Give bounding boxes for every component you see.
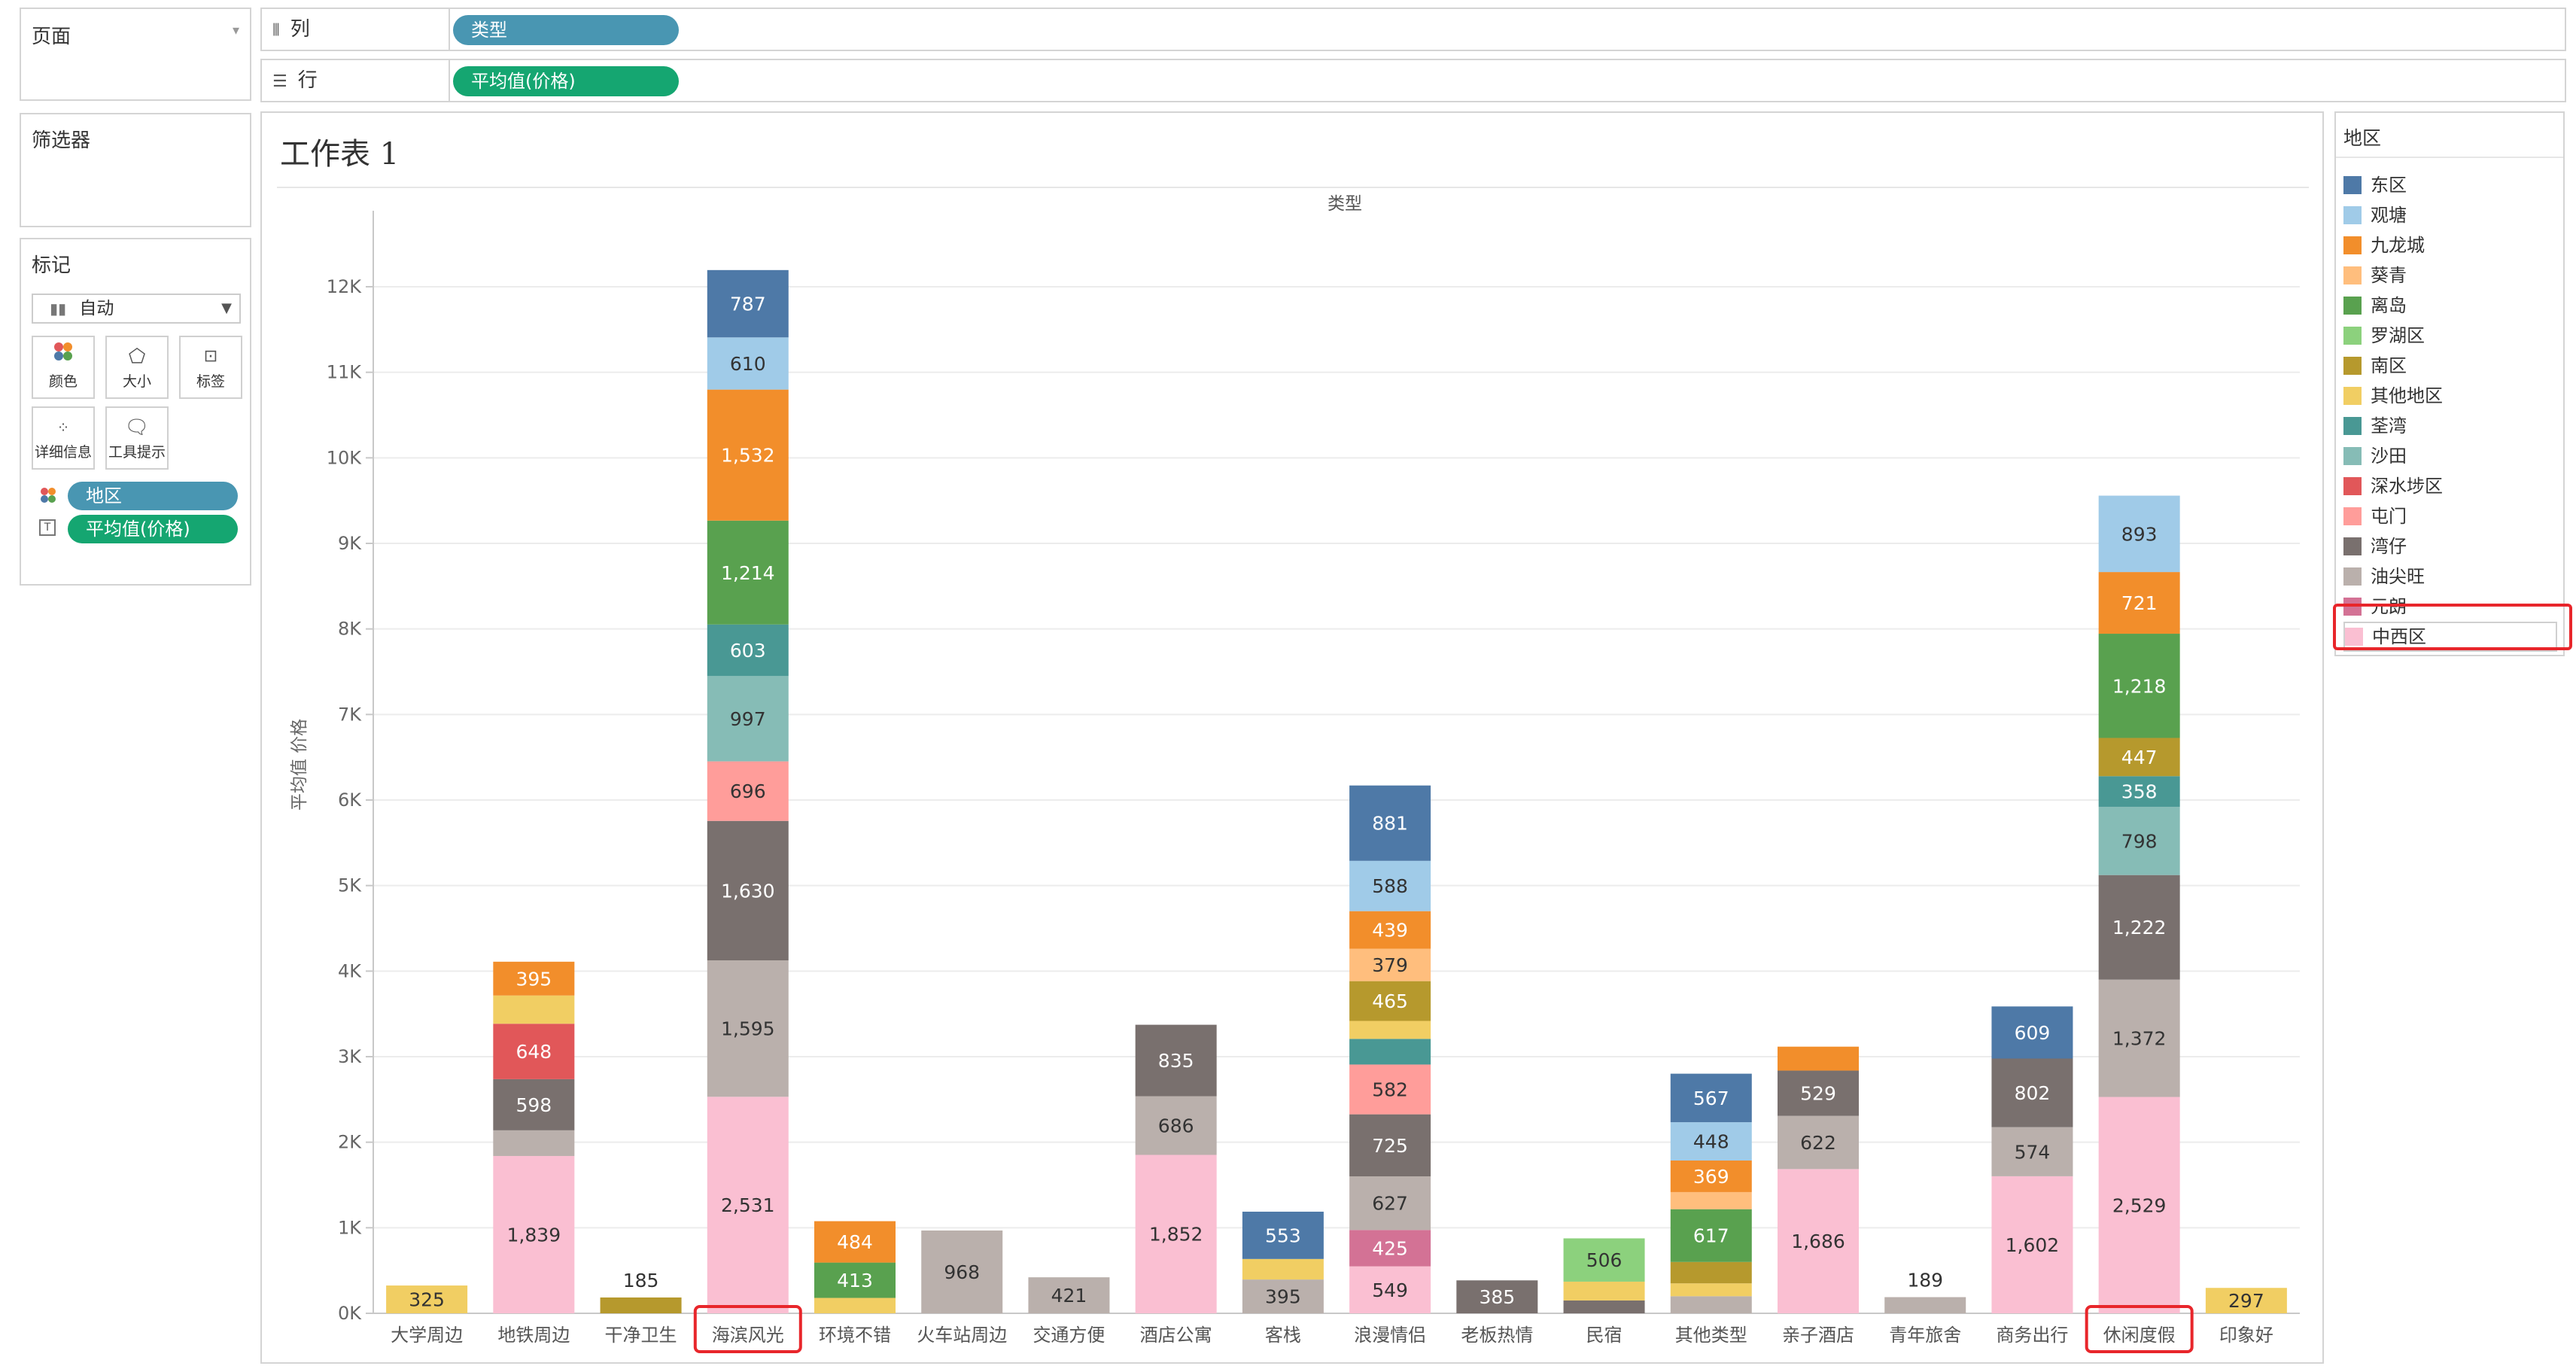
legend-swatch bbox=[2343, 446, 2362, 465]
legend-item[interactable]: 其他地区 bbox=[2343, 381, 2557, 411]
legend-highlight-box bbox=[2333, 604, 2572, 650]
size-icon: ⬠ bbox=[128, 345, 146, 368]
legend-label: 罗湖区 bbox=[2371, 325, 2425, 346]
legend-label: 湾仔 bbox=[2371, 536, 2407, 557]
columns-shelf[interactable]: ⦀ 列 类型 bbox=[260, 8, 2566, 51]
legend-swatch bbox=[2343, 205, 2362, 224]
legend-swatch bbox=[2343, 567, 2362, 586]
legend-label: 屯门 bbox=[2371, 506, 2407, 527]
legend-swatch bbox=[2343, 476, 2362, 495]
legend-item[interactable]: 油尖旺 bbox=[2343, 561, 2557, 592]
mark-type-label: 自动 bbox=[79, 299, 114, 318]
type-column-pill-label: 类型 bbox=[471, 20, 507, 41]
legend-label: 中西区 bbox=[2372, 626, 2426, 647]
rows-shelf[interactable]: ☰ 行 平均值(价格) bbox=[260, 59, 2566, 102]
columns-icon: ⦀ bbox=[272, 21, 280, 40]
legend-label: 观塘 bbox=[2371, 205, 2407, 226]
legend-item[interactable]: 南区 bbox=[2343, 351, 2557, 381]
mark-type-dropdown[interactable]: ▮▮ 自动 ▼ bbox=[32, 294, 241, 324]
color-button-label: 颜色 bbox=[48, 373, 78, 390]
legend-swatch bbox=[2343, 266, 2362, 284]
legend-item[interactable]: 九龙城 bbox=[2343, 230, 2557, 260]
sheet-title: 工作表 1 bbox=[280, 137, 400, 172]
legend-swatch bbox=[2345, 627, 2363, 646]
size-button[interactable]: ⬠ 大小 bbox=[105, 336, 169, 399]
region-color-pill-label: 地区 bbox=[86, 485, 122, 507]
rows-icon: ☰ bbox=[272, 72, 287, 91]
tooltip-icon: 🗨 bbox=[124, 416, 150, 439]
legend-swatch bbox=[2343, 236, 2362, 254]
color-button[interactable]: 颜色 bbox=[32, 336, 95, 399]
bar-chart-icon: ▮▮ bbox=[50, 300, 67, 318]
type-column-pill[interactable]: 类型 bbox=[453, 15, 679, 45]
legend-item[interactable]: 屯门 bbox=[2343, 501, 2557, 531]
label-button-label: 标签 bbox=[196, 373, 225, 390]
marks-card: 标记 ▮▮ 自动 ▼ 颜色 ⬠ 大小 ⊡ 标签 ⁘ 详细信息 🗨 工具提示 地区… bbox=[20, 238, 251, 586]
region-color-pill[interactable]: 地区 bbox=[68, 482, 238, 510]
shelf-separator bbox=[449, 9, 450, 50]
legend-label: 深水埗区 bbox=[2371, 476, 2443, 497]
legend-item[interactable]: 观塘 bbox=[2343, 200, 2557, 230]
avg-price-row-pill[interactable]: 平均值(价格) bbox=[453, 66, 679, 96]
label-button[interactable]: ⊡ 标签 bbox=[179, 336, 242, 399]
legend-item[interactable]: 沙田 bbox=[2343, 441, 2557, 471]
legend-swatch bbox=[2343, 507, 2362, 525]
size-button-label: 大小 bbox=[122, 373, 151, 390]
tooltip-button-label: 工具提示 bbox=[108, 444, 166, 461]
legend-item[interactable]: 元朗 bbox=[2343, 592, 2557, 622]
detail-button[interactable]: ⁘ 详细信息 bbox=[32, 406, 95, 470]
detail-button-label: 详细信息 bbox=[34, 444, 92, 461]
legend-swatch bbox=[2343, 386, 2362, 405]
legend-label: 南区 bbox=[2371, 355, 2407, 376]
text-field-icon: T bbox=[39, 519, 56, 536]
worksheet-view: 工作表 1 bbox=[260, 111, 2324, 1364]
legend-title: 地区 bbox=[2343, 127, 2382, 149]
legend-label: 其他地区 bbox=[2371, 385, 2443, 406]
legend-label: 东区 bbox=[2371, 175, 2407, 196]
filters-title: 筛选器 bbox=[32, 129, 91, 152]
legend-swatch bbox=[2343, 175, 2362, 194]
legend-item[interactable]: 罗湖区 bbox=[2343, 321, 2557, 351]
legend-item[interactable]: 中西区 bbox=[2343, 622, 2557, 652]
legend-swatch bbox=[2343, 326, 2362, 345]
legend-item[interactable]: 葵青 bbox=[2343, 260, 2557, 291]
legend-item[interactable]: 东区 bbox=[2343, 170, 2557, 200]
legend-label: 沙田 bbox=[2371, 446, 2407, 467]
color-dots-icon bbox=[33, 337, 93, 370]
color-field-icon bbox=[39, 486, 57, 507]
legend-item[interactable]: 荃湾 bbox=[2343, 411, 2557, 441]
pages-title: 页面 bbox=[32, 26, 71, 48]
legend-label: 九龙城 bbox=[2371, 235, 2425, 256]
text-label-icon: ⊡ bbox=[203, 347, 218, 366]
legend-title-divider bbox=[2336, 157, 2563, 158]
pages-card[interactable]: 页面 ▾ bbox=[20, 8, 251, 101]
shelf-separator bbox=[449, 60, 450, 101]
marks-title: 标记 bbox=[32, 254, 71, 277]
legend-item[interactable]: 湾仔 bbox=[2343, 531, 2557, 561]
legend-swatch bbox=[2343, 296, 2362, 315]
region-legend: 地区 东区观塘九龙城葵青离岛罗湖区南区其他地区荃湾沙田深水埗区屯门湾仔油尖旺元朗… bbox=[2333, 111, 2572, 656]
legend-swatch bbox=[2343, 416, 2362, 435]
legend-swatch bbox=[2343, 537, 2362, 555]
avg-price-row-pill-label: 平均值(价格) bbox=[471, 71, 576, 92]
filters-card[interactable]: 筛选器 bbox=[20, 113, 251, 227]
columns-shelf-label: ⦀ 列 bbox=[272, 18, 310, 41]
legend-swatch bbox=[2343, 356, 2362, 375]
pages-dropdown-icon[interactable]: ▾ bbox=[232, 23, 239, 38]
tooltip-button[interactable]: 🗨 工具提示 bbox=[105, 406, 169, 470]
legend-label: 元朗 bbox=[2371, 596, 2407, 617]
legend-label: 荃湾 bbox=[2371, 415, 2407, 437]
detail-icon: ⁘ bbox=[56, 418, 70, 437]
chevron-down-icon: ▼ bbox=[221, 300, 232, 316]
rows-shelf-label: ☰ 行 bbox=[272, 69, 318, 92]
legend-label: 油尖旺 bbox=[2371, 566, 2425, 587]
title-divider bbox=[277, 187, 2309, 188]
legend-item[interactable]: 离岛 bbox=[2343, 291, 2557, 321]
legend-label: 离岛 bbox=[2371, 295, 2407, 316]
legend-label: 葵青 bbox=[2371, 265, 2407, 286]
avg-price-label-pill-label: 平均值(价格) bbox=[86, 519, 190, 540]
legend-item[interactable]: 深水埗区 bbox=[2343, 471, 2557, 501]
avg-price-label-pill[interactable]: 平均值(价格) bbox=[68, 515, 238, 543]
